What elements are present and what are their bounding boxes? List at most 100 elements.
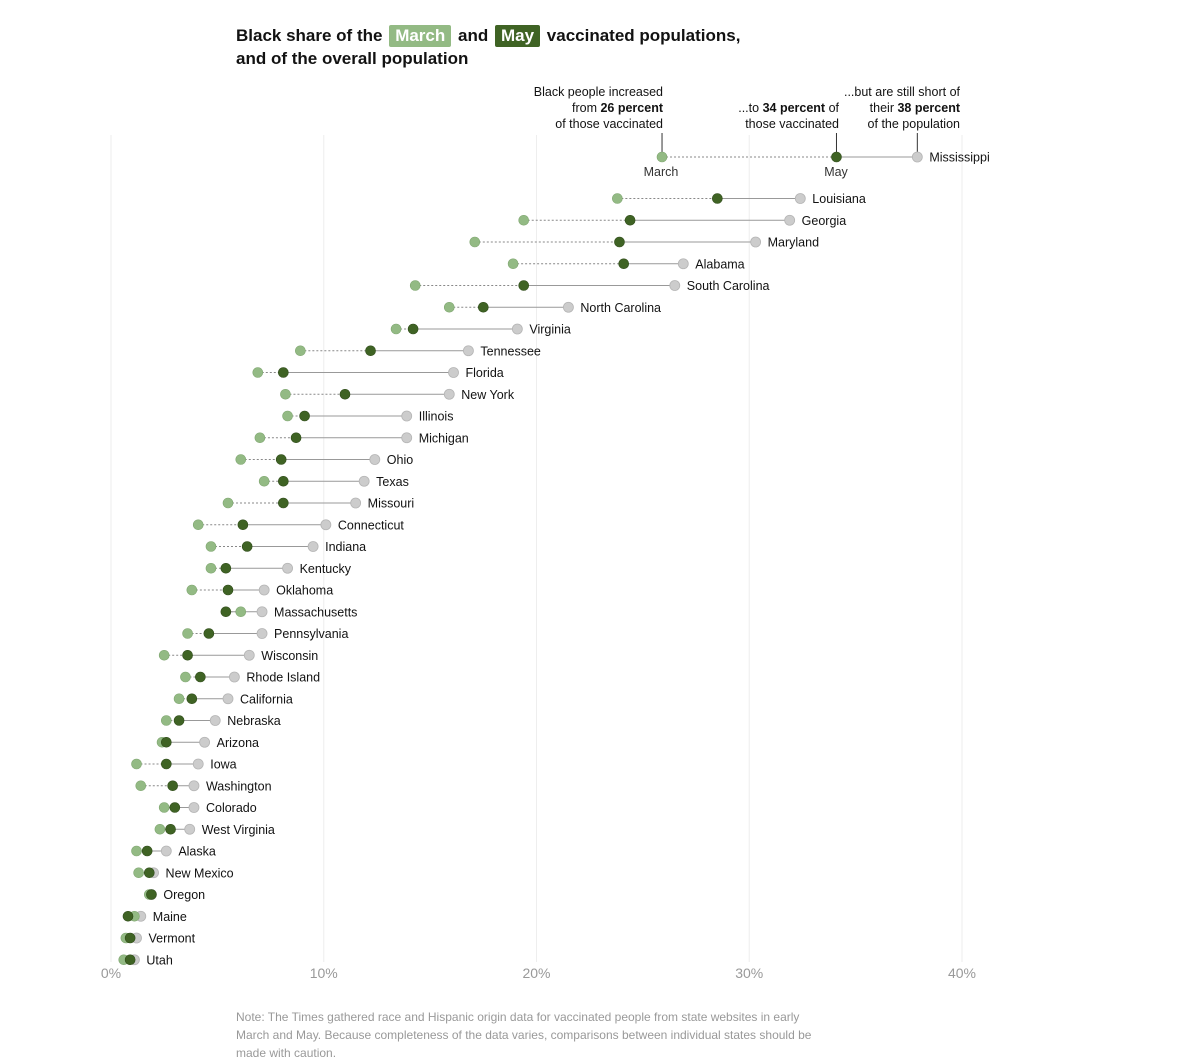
state-row: Indiana: [205, 540, 366, 554]
march-point: [131, 845, 142, 857]
may-point: [241, 541, 253, 552]
population-point: [160, 845, 172, 857]
x-tick-label: 0%: [101, 965, 121, 981]
population-point: [320, 519, 332, 531]
may-point: [161, 758, 172, 770]
population-point: [401, 410, 413, 422]
may-point: [624, 214, 636, 226]
may-point: [712, 193, 723, 204]
state-label: Oklahoma: [276, 584, 333, 598]
march-point: [131, 758, 142, 770]
march-point: [443, 301, 455, 313]
title-line2: and of the overall population: [236, 49, 469, 68]
population-point: [401, 432, 413, 444]
may-point: [237, 519, 249, 531]
population-point: [188, 780, 200, 792]
state-row: Missouri: [222, 497, 414, 511]
state-label: Vermont: [149, 932, 196, 946]
state-label: Rhode Island: [246, 671, 320, 685]
population-point: [243, 649, 255, 661]
march-point: [192, 519, 204, 531]
march-point: [252, 367, 264, 378]
state-row: Oklahoma: [186, 584, 333, 598]
state-label: Wisconsin: [261, 649, 318, 663]
state-label: Colorado: [206, 801, 257, 815]
may-annotation-of: of: [825, 101, 839, 115]
state-label: Alabama: [695, 257, 744, 271]
state-row: Maine: [122, 910, 187, 924]
x-axis: 0% 10% 20% 30% 40%: [101, 965, 976, 981]
state-label: South Carolina: [687, 279, 770, 293]
may-point: [161, 736, 172, 748]
population-point: [188, 802, 200, 813]
grid-layer: [110, 135, 963, 962]
population-point: [199, 736, 211, 748]
may-point-label: May: [824, 165, 848, 179]
state-row: Pennsylvania: [182, 627, 348, 641]
may-point: [203, 628, 215, 639]
may-point: [122, 910, 134, 922]
state-row: California: [173, 692, 293, 706]
population-point: [677, 258, 689, 270]
march-point: [133, 867, 144, 879]
state-label: Virginia: [529, 323, 571, 337]
state-label: Nebraska: [227, 714, 281, 728]
march-point: [135, 780, 147, 792]
state-row: Florida: [252, 366, 504, 380]
population-annotation-line2: their 38 percent: [870, 101, 961, 115]
population-point: [463, 345, 474, 357]
march-point: [205, 562, 217, 574]
footnote: Note: The Times gathered race and Hispan…: [236, 1010, 812, 1060]
state-row: Nebraska: [161, 714, 281, 728]
march-annotation-line2: from 26 percent: [572, 101, 664, 115]
state-label: Washington: [206, 779, 272, 793]
population-point: [350, 497, 362, 509]
march-point: [154, 823, 166, 835]
state-label: Connecticut: [338, 518, 405, 532]
population-point: [307, 541, 319, 552]
may-point: [365, 345, 376, 357]
state-row: Arizona: [156, 736, 259, 750]
title-suffix: vaccinated populations,: [546, 26, 741, 45]
march-point: [612, 193, 623, 204]
may-point: [220, 606, 232, 618]
population-point: [794, 193, 806, 204]
state-label: Maine: [153, 910, 187, 924]
march-point: [280, 388, 291, 400]
state-label: Pennsylvania: [274, 627, 348, 641]
x-tick-label: 10%: [310, 965, 338, 981]
state-label: Ohio: [387, 453, 413, 467]
may-point: [275, 454, 287, 465]
population-point: [258, 584, 270, 596]
annotation-layer: Black people increased from 26 percent o…: [534, 85, 961, 179]
may-point: [182, 649, 193, 661]
state-label: Illinois: [419, 410, 454, 424]
march-point: [295, 345, 306, 357]
state-label: New York: [461, 388, 515, 402]
population-point: [209, 715, 221, 726]
population-point: [669, 280, 681, 291]
state-row: Mississippi: [656, 151, 990, 165]
title-prefix: Black share of the: [236, 26, 383, 45]
state-row: Oregon: [143, 888, 205, 902]
march-annotation-line3: of those vaccinated: [555, 117, 663, 131]
may-chip: May: [494, 25, 541, 47]
state-label: Louisiana: [812, 192, 866, 206]
march-point: [222, 497, 234, 509]
state-row: New York: [280, 388, 515, 402]
state-row: Kentucky: [205, 562, 352, 576]
state-row: Connecticut: [192, 518, 405, 532]
state-label: Mississippi: [929, 151, 989, 165]
may-point: [195, 671, 206, 683]
may-point: [165, 823, 176, 835]
x-tick-label: 40%: [948, 965, 976, 981]
may-point: [278, 367, 289, 378]
march-annotation-from: from: [572, 101, 600, 115]
march-point: [182, 628, 193, 639]
state-label: North Carolina: [580, 301, 661, 315]
may-point: [222, 584, 234, 596]
may-annotation-value: 34 percent: [763, 101, 826, 115]
may-point: [339, 388, 351, 400]
population-point: [369, 454, 381, 465]
state-label: Maryland: [768, 236, 819, 250]
